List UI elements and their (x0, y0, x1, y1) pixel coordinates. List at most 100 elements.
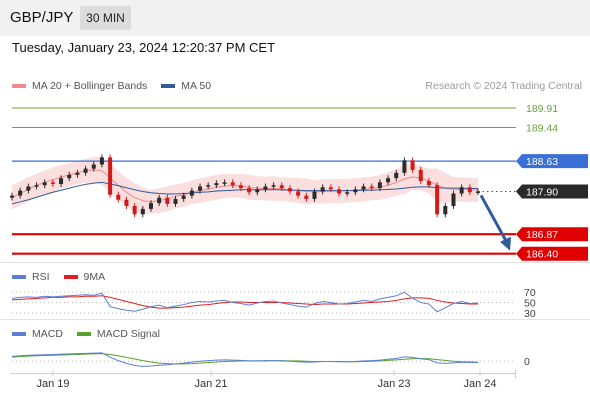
macd-signal-line (11, 353, 479, 365)
x-tick-label-jan-23: Jan 23 (377, 378, 410, 390)
candle-body (230, 182, 235, 186)
legend-label-ma20: MA 20 + Bollinger Bands (32, 80, 148, 92)
legend-item-rsi: RSI (12, 271, 50, 283)
candle-body (75, 172, 80, 175)
legend-label-ma50: MA 50 (181, 80, 212, 92)
candle-body (328, 187, 333, 190)
candle-body (394, 172, 399, 179)
projection-arrow-shaft (479, 194, 509, 244)
candle-body (108, 157, 113, 195)
candle-body (353, 189, 358, 193)
candle-body (189, 190, 194, 196)
legend-swatch-macd (12, 332, 26, 336)
projection-arrow-head (500, 236, 511, 251)
candle-body (337, 189, 342, 194)
candle-body (132, 205, 137, 215)
level-label-188-63: 188.63 (526, 156, 558, 168)
macd-line (11, 352, 478, 367)
candle-body (18, 190, 23, 196)
candle-body (320, 187, 325, 192)
legend-item-macd: MACD (12, 328, 63, 340)
level-tag-188-63 (516, 154, 588, 169)
candle-body (377, 182, 382, 189)
legend-label-macd: MACD (32, 328, 63, 340)
rsi-tick-50: 50 (524, 298, 536, 310)
candle-body (312, 191, 317, 199)
candle-body (418, 169, 423, 182)
candle-body (247, 188, 252, 193)
x-tick-label-jan-21: Jan 21 (194, 378, 227, 390)
level-label-189-91: 189.91 (526, 103, 558, 115)
ma50-line (11, 181, 478, 205)
candle-body (124, 199, 129, 206)
candle-body (67, 174, 72, 179)
x-tick-label-jan-19: Jan 19 (36, 378, 69, 390)
level-tag-187-90 (516, 184, 588, 199)
candle-body (99, 157, 104, 165)
candle-body (426, 181, 431, 186)
macd-legend: MACD MACD Signal (12, 328, 174, 340)
candle-body (83, 168, 88, 173)
candle-body (467, 187, 472, 193)
candle-body (214, 183, 219, 186)
candles-group (10, 154, 480, 218)
legend-label-rsi: RSI (32, 271, 50, 283)
candle-body (42, 182, 47, 186)
candle-body (10, 195, 14, 198)
level-label-186-87: 186.87 (526, 229, 558, 241)
candle-body (116, 194, 121, 200)
rsi-tick-70: 70 (524, 287, 536, 299)
candle-body (157, 197, 162, 204)
level-tag-186-87 (516, 227, 588, 242)
chart-datetime: Tuesday, January 23, 2024 12:20:37 PM CE… (12, 40, 276, 55)
macd-tick-0: 0 (524, 356, 530, 368)
candle-body (59, 178, 64, 184)
legend-label-macd-signal: MACD Signal (96, 328, 160, 340)
candle-body (459, 187, 464, 194)
rsi-line (11, 291, 479, 313)
candle-body (26, 186, 31, 191)
level-label-189-44: 189.44 (526, 123, 558, 135)
candle-body (410, 160, 415, 170)
candle-body (34, 185, 39, 187)
candle-body (287, 188, 292, 192)
main-legend: MA 20 + Bollinger Bands MA 50 (12, 80, 225, 92)
symbol-title: GBP/JPY (10, 9, 74, 26)
level-tag-186-40 (516, 246, 588, 261)
candle-body (296, 191, 301, 196)
candle-body (165, 197, 170, 204)
candle-body (476, 191, 480, 193)
candle-body (140, 208, 145, 215)
candle-body (279, 185, 284, 189)
legend-swatch-ma20 (12, 84, 26, 88)
candle-body (198, 186, 203, 191)
legend-item-macd-signal: MACD Signal (76, 328, 160, 340)
rsi-legend: RSI 9MA (12, 271, 119, 283)
chart-header: GBP/JPY 30 MIN (0, 0, 590, 36)
candle-body (255, 189, 260, 193)
legend-item-ma20: MA 20 + Bollinger Bands (12, 80, 147, 92)
candle-body (402, 160, 407, 173)
candle-body (271, 185, 276, 187)
bollinger-band (12, 156, 478, 214)
ma20-line (11, 169, 479, 203)
candle-body (50, 182, 55, 184)
legend-item-ma50: MA 50 (161, 80, 211, 92)
level-label-186-40: 186.40 (526, 249, 558, 261)
x-tick-label-jan-24: Jan 24 (463, 378, 496, 390)
candle-body (345, 192, 350, 194)
candle-body (386, 178, 391, 183)
research-credit: Research © 2024 Trading Central (425, 80, 582, 92)
candle-body (369, 186, 374, 189)
candle-body (222, 182, 227, 184)
candle-body (91, 164, 96, 169)
legend-swatch-ma50 (161, 84, 176, 88)
legend-label-rsi-ma: 9MA (83, 271, 106, 283)
timeframe-button[interactable]: 30 MIN (80, 6, 131, 30)
candle-body (238, 185, 243, 189)
candle-body (263, 186, 268, 190)
candle-body (148, 203, 153, 209)
rsi-ma-line (11, 295, 478, 309)
candle-body (443, 205, 448, 215)
